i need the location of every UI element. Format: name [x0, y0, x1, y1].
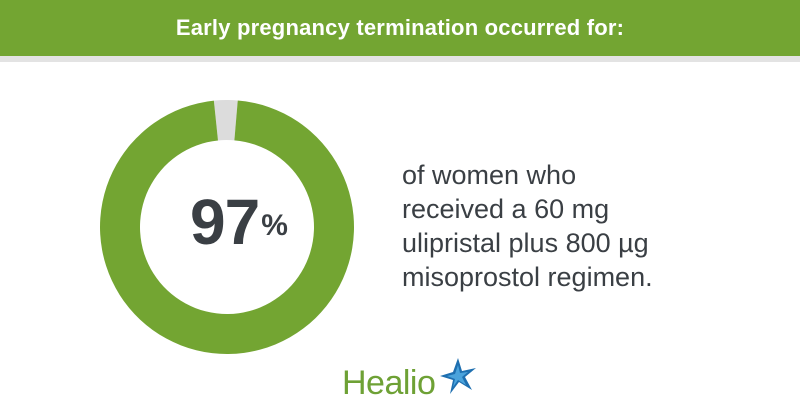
percentage-value: 97	[190, 186, 260, 258]
description-line-4: misoprostol regimen.	[402, 262, 653, 292]
percentage-label: 97%	[190, 190, 288, 254]
logo-text: Healio	[342, 364, 436, 402]
description-line-2: received a 60 mg	[402, 194, 610, 224]
header-title: Early pregnancy termination occurred for…	[175, 15, 625, 40]
donut-slice-remainder	[213, 100, 238, 141]
donut-svg	[100, 100, 354, 354]
star-burst-icon	[440, 358, 476, 394]
header-banner: Early pregnancy termination occurred for…	[0, 0, 800, 56]
percentage-unit: %	[261, 209, 288, 242]
description-line-1: of women who	[402, 160, 577, 190]
description-line-3: ulipristal plus 800 µg	[402, 228, 649, 258]
description-text: of women who received a 60 mg ulipristal…	[402, 158, 782, 294]
donut-slice-primary	[100, 100, 354, 354]
donut-chart	[100, 100, 370, 354]
healio-logo: Healio	[342, 356, 492, 406]
header-divider	[0, 56, 800, 62]
